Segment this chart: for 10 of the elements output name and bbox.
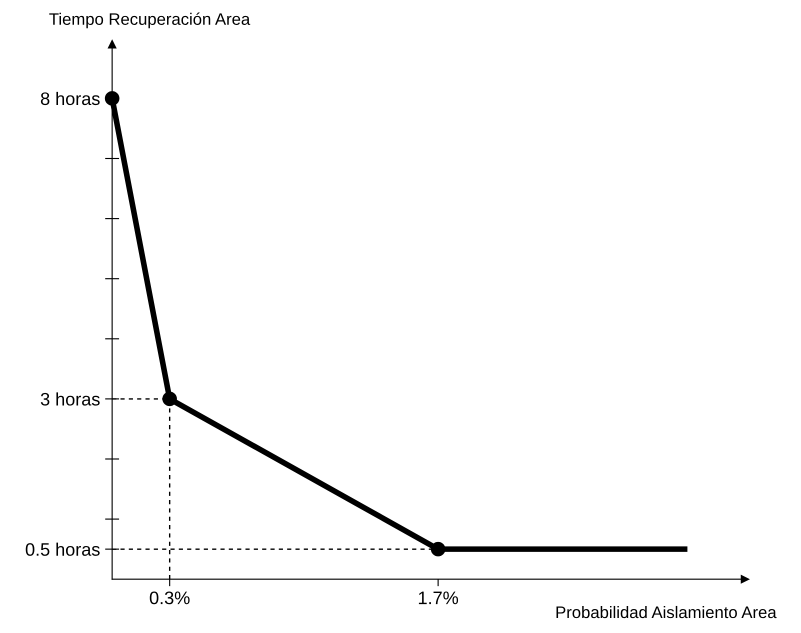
x-axis-title: Probabilidad Aislamiento Area: [556, 606, 777, 618]
point: [430, 542, 446, 556]
y-tick-label: 8 horas: [40, 92, 100, 106]
y-axis-title: Tiempo Recuperación Area: [49, 12, 250, 28]
y-tick-label: 3 horas: [40, 392, 100, 406]
y-tick-label: 0.5 horas: [26, 542, 100, 556]
point: [162, 392, 177, 406]
point: [104, 91, 120, 106]
x-tick-label: 1.7%: [418, 592, 458, 604]
x-tick-label: 0.3%: [150, 591, 190, 604]
